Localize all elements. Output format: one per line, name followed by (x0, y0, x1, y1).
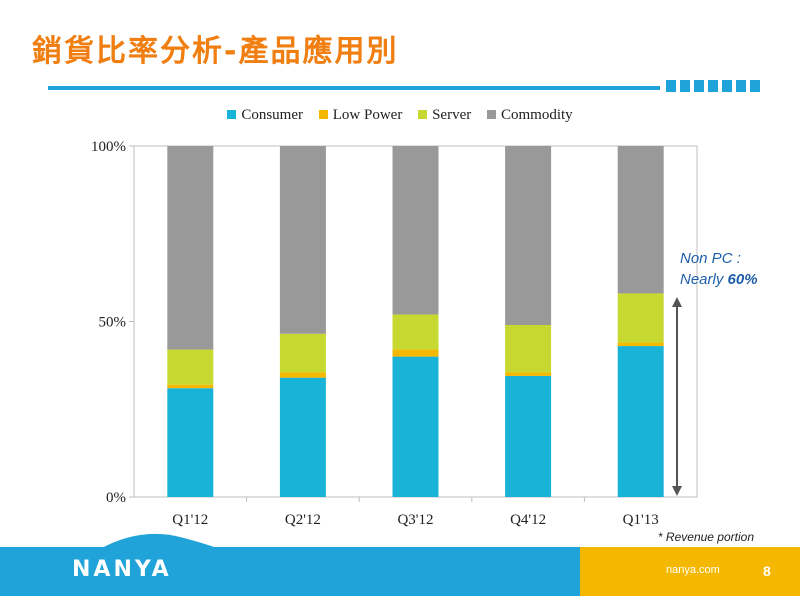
footer-accent (580, 547, 800, 596)
legend-label-server: Server (432, 107, 472, 123)
bar-low-power-4 (617, 342, 664, 347)
decorative-dashes (666, 80, 760, 92)
bar-commodity-4 (617, 146, 664, 294)
bar-commodity-1 (279, 146, 326, 334)
arrow-head-down (672, 486, 682, 496)
arrow-head-up (672, 297, 682, 307)
legend-swatch-low-power (318, 110, 328, 120)
footnote: * Revenue portion (657, 530, 754, 544)
title-underline (48, 86, 660, 90)
chart-legend: Consumer Low Power Server Commodity (0, 107, 800, 124)
stacked-bar-chart: Q1'12 Q2'12 Q3'12 Q4'12 Q1'13 0% 50% 100% (91, 139, 698, 528)
bar-consumer-2 (392, 356, 439, 497)
legend-item-commodity: Commodity (486, 107, 573, 124)
annotation-value: 60% (727, 271, 758, 288)
annotation-line-1: Non PC : (680, 250, 741, 267)
bar-low-power-0 (167, 384, 214, 389)
annotation-prefix: Nearly (680, 271, 728, 288)
y-tick-label-1: 50% (99, 315, 127, 331)
legend-label-commodity: Commodity (500, 107, 573, 123)
slide-title: 銷貨比率分析-產品應用別 (32, 34, 399, 69)
annotation-line-2: Nearly 60% (680, 269, 758, 290)
y-tick-label-0: 0% (106, 490, 126, 506)
bar-commodity-3 (505, 146, 552, 326)
x-tick-label-0: Q1'12 (172, 512, 208, 528)
x-tick-label-3: Q4'12 (510, 512, 546, 528)
bar-low-power-2 (392, 349, 439, 357)
bar-server-3 (505, 325, 552, 373)
bar-commodity-0 (167, 146, 214, 350)
legend-swatch-consumer (227, 110, 237, 120)
bar-consumer-4 (617, 346, 664, 497)
bar-commodity-2 (392, 146, 439, 315)
bar-consumer-0 (167, 388, 214, 497)
non-pc-annotation: Non PC : Nearly 60% (680, 248, 758, 290)
bar-low-power-1 (279, 372, 326, 378)
bar-server-1 (279, 333, 326, 373)
y-tick-label-2: 100% (91, 139, 126, 155)
logo-arc (100, 533, 220, 549)
legend-label-low-power: Low Power (332, 107, 403, 123)
legend-label-consumer: Consumer (241, 107, 303, 123)
x-tick-label-1: Q2'12 (285, 512, 321, 528)
x-tick-label-2: Q3'12 (397, 512, 433, 528)
bar-consumer-1 (279, 377, 326, 497)
legend-item-low-power: Low Power (318, 107, 403, 124)
company-logo: NANYA (72, 557, 172, 582)
legend-item-consumer: Consumer (227, 107, 303, 124)
website-url: nanya.com (666, 564, 720, 576)
legend-swatch-commodity (486, 110, 496, 120)
bar-server-2 (392, 314, 439, 350)
legend-item-server: Server (418, 107, 471, 124)
page-number: 8 (763, 563, 771, 579)
x-tick-label-4: Q1'13 (623, 512, 659, 528)
bar-low-power-3 (505, 372, 552, 376)
bar-consumer-3 (505, 375, 552, 497)
legend-swatch-server (418, 110, 428, 120)
bar-server-4 (617, 293, 664, 343)
bar-server-0 (167, 349, 214, 385)
